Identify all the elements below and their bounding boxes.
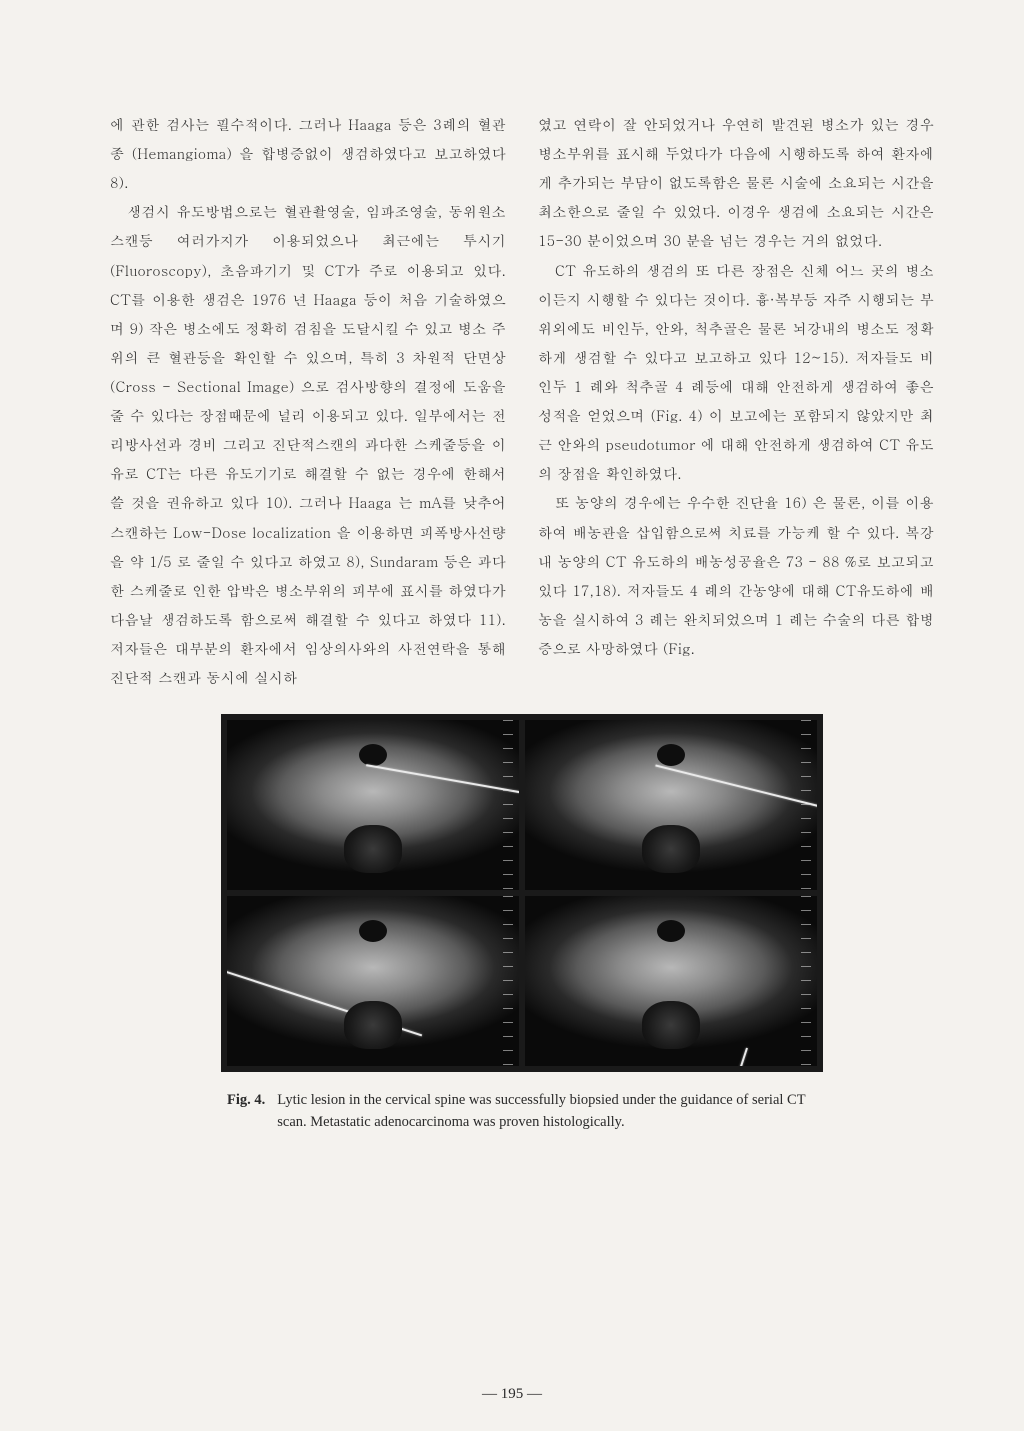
page-number: — 195 — xyxy=(0,1386,1024,1403)
figure-label: Fig. 4. xyxy=(227,1090,277,1134)
biopsy-needle xyxy=(655,764,817,807)
paragraph: 생검시 유도방법으로는 혈관촬영술, 임파조영술, 동위원소스캔등 여러가지가 … xyxy=(110,197,506,692)
right-column: 였고 연락이 잘 안되었거나 우연히 발견된 병소가 있는 경우 병소부위를 표… xyxy=(538,110,934,692)
scale-ticks xyxy=(801,896,811,1066)
scale-ticks xyxy=(801,720,811,890)
left-column: 에 관한 검사는 필수적이다. 그러나 Haaga 등은 3례의 혈관종 (He… xyxy=(110,110,506,692)
ct-scan-image xyxy=(525,720,817,890)
scale-ticks xyxy=(503,720,513,890)
ct-scan-image xyxy=(525,896,817,1066)
ct-scan-grid xyxy=(221,714,823,1072)
paragraph: 또 농양의 경우에는 우수한 진단율 16) 은 물론, 이를 이용하여 배농관… xyxy=(538,488,934,663)
biopsy-needle xyxy=(227,969,422,1036)
figure-4: Fig. 4. Lytic lesion in the cervical spi… xyxy=(110,714,934,1134)
two-column-text: 에 관한 검사는 필수적이다. 그러나 Haaga 등은 3례의 혈관종 (He… xyxy=(110,110,934,692)
biopsy-needle xyxy=(366,764,519,794)
figure-caption-text: Lytic lesion in the cervical spine was s… xyxy=(277,1090,817,1134)
scale-ticks xyxy=(503,896,513,1066)
paper-page: 에 관한 검사는 필수적이다. 그러나 Haaga 등은 3례의 혈관종 (He… xyxy=(0,0,1024,1431)
biopsy-needle xyxy=(706,1048,748,1066)
paragraph: CT 유도하의 생검의 또 다른 장점은 신체 어느 곳의 병소이든지 시행할 … xyxy=(538,256,934,489)
ct-scan-image xyxy=(227,720,519,890)
figure-caption: Fig. 4. Lytic lesion in the cervical spi… xyxy=(227,1090,817,1134)
paragraph: 였고 연락이 잘 안되었거나 우연히 발견된 병소가 있는 경우 병소부위를 표… xyxy=(538,110,934,256)
ct-scan-image xyxy=(227,896,519,1066)
paragraph: 에 관한 검사는 필수적이다. 그러나 Haaga 등은 3례의 혈관종 (He… xyxy=(110,110,506,197)
